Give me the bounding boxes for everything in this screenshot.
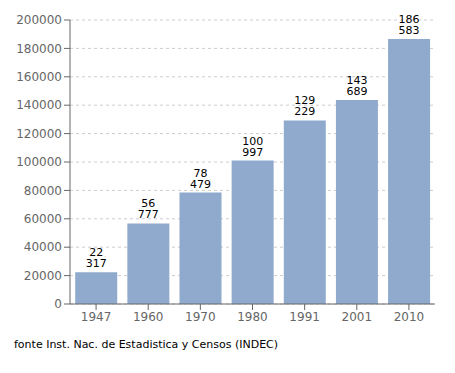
- svg-text:186583: 186583: [399, 13, 420, 37]
- svg-text:129229: 129229: [294, 94, 315, 118]
- svg-text:56777: 56777: [138, 197, 159, 221]
- svg-text:2010: 2010: [394, 310, 425, 324]
- svg-text:100000: 100000: [16, 155, 62, 169]
- svg-text:1947: 1947: [81, 310, 112, 324]
- svg-text:0: 0: [54, 297, 62, 311]
- svg-text:140000: 140000: [16, 98, 62, 112]
- svg-text:100997: 100997: [242, 135, 263, 159]
- svg-text:60000: 60000: [24, 212, 62, 226]
- svg-text:1960: 1960: [133, 310, 164, 324]
- svg-text:143689: 143689: [346, 74, 367, 98]
- svg-text:160000: 160000: [16, 70, 62, 84]
- svg-text:78479: 78479: [190, 167, 211, 191]
- svg-text:180000: 180000: [16, 42, 62, 56]
- svg-text:1991: 1991: [289, 310, 320, 324]
- svg-text:22317: 22317: [86, 246, 107, 270]
- svg-text:80000: 80000: [24, 184, 62, 198]
- svg-text:1980: 1980: [237, 310, 268, 324]
- svg-text:40000: 40000: [24, 240, 62, 254]
- svg-text:20000: 20000: [24, 269, 62, 283]
- html-text:fonte Inst. Nac. de Estadistic: fonte Inst. Nac. de Estadistica y Censos…: [14, 338, 279, 351]
- svg-text:200000: 200000: [16, 13, 62, 27]
- svg-text:1970: 1970: [185, 310, 216, 324]
- svg-text:2001: 2001: [342, 310, 373, 324]
- svg-text:120000: 120000: [16, 127, 62, 141]
